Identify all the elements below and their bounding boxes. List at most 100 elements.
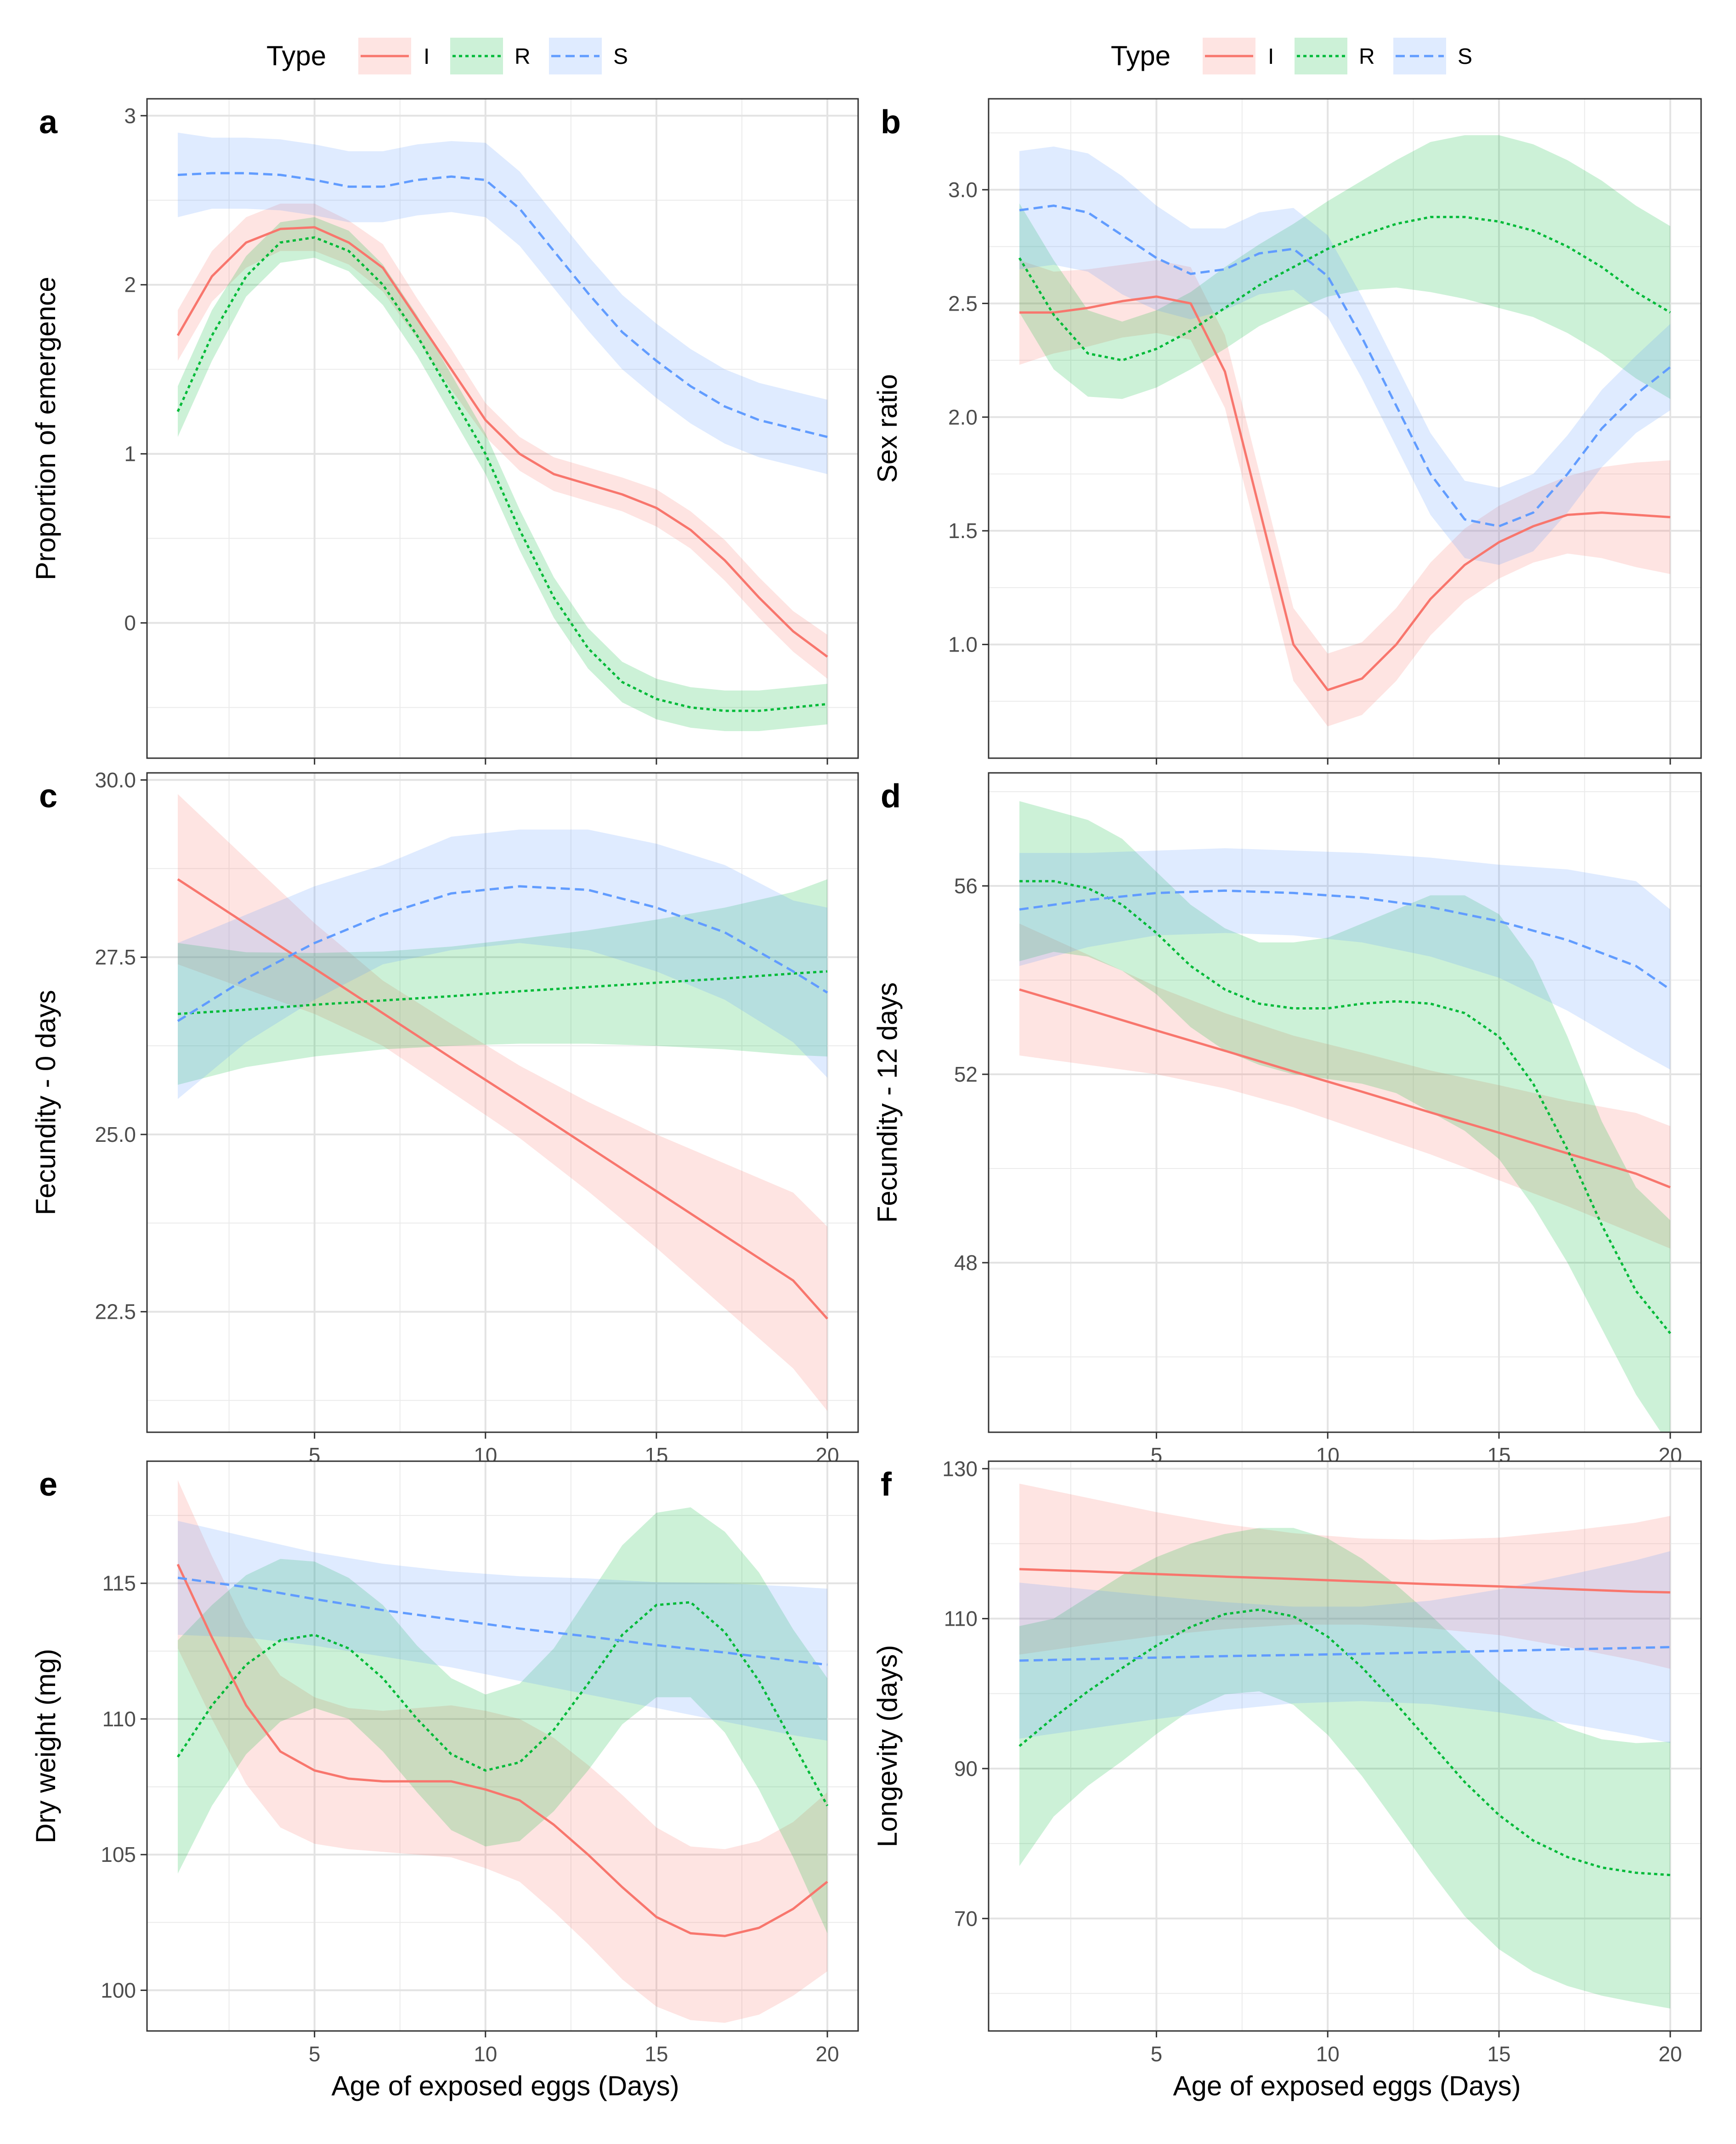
plot-background <box>147 99 858 758</box>
ribbon-r <box>178 217 827 732</box>
plot-border <box>146 772 859 1433</box>
series-line-i <box>1019 988 1671 1189</box>
ribbon-s <box>1019 146 1670 565</box>
series-line-i <box>176 1564 828 1937</box>
plot-border <box>146 1460 859 2032</box>
series-line-s <box>1019 889 1671 991</box>
series-line-r <box>1018 216 1671 362</box>
series-line-r <box>177 970 828 1015</box>
x-tick-label: 15 <box>645 2042 668 2066</box>
panel-f: 70 90 110 130 5 10 15 20 Longevity (days) f <box>872 1457 1702 2066</box>
series-layer <box>177 794 828 1411</box>
legend-entry-s: S <box>549 38 628 74</box>
y-axis-title: Fecundity - 12 days <box>872 982 903 1223</box>
y-axis-title: Dry weight (mg) <box>30 1649 61 1843</box>
legend-label-i: I <box>1268 45 1274 69</box>
y-tick-label: 130 <box>942 1457 978 1480</box>
y-tick-label: 110 <box>944 1607 978 1631</box>
series-layer <box>1018 1483 1671 2009</box>
y-tick-label: 52 <box>954 1062 978 1086</box>
legend-label-i: I <box>424 45 430 69</box>
legend-label-r: R <box>515 45 531 69</box>
ribbon-s <box>178 1520 827 1741</box>
series-line-r <box>1018 1608 1671 1877</box>
legend-entry-i: I <box>358 38 430 74</box>
x-axis-title-right: Age of exposed eggs (Days) <box>1173 2070 1521 2101</box>
legend-entry-i: I <box>1203 38 1274 74</box>
x-tick-label: 10 <box>474 2042 497 2066</box>
y-axis-title: Sex ratio <box>872 374 903 483</box>
y-tick-label: 30.0 <box>95 768 136 792</box>
ribbon-s <box>178 829 827 1099</box>
plot-border <box>988 1460 1702 2032</box>
plot-border <box>146 98 859 759</box>
y-tick-label: 27.5 <box>95 945 136 969</box>
y-tick-label: 90 <box>954 1757 978 1781</box>
panel-e: 100 105 110 115 5 10 15 20 Dry weight (mg) e <box>30 1460 859 2066</box>
y-tick-label: 100 <box>101 1978 136 2002</box>
legend-entry-r: R <box>450 38 531 74</box>
y-axis-title: Proportion of emergence <box>30 277 61 580</box>
series-line-i <box>176 226 828 658</box>
series-line-s <box>177 885 828 1022</box>
legend-entry-s: S <box>1393 38 1472 74</box>
y-tick-label: 3 <box>124 104 136 128</box>
legend-right: Type I R S <box>1111 38 1472 74</box>
ribbon-i <box>178 204 827 679</box>
series-line-s <box>1019 1646 1670 1662</box>
y-axis-title: Fecundity - 0 days <box>30 990 61 1215</box>
ribbon-r <box>178 879 827 1085</box>
ribbon-i <box>1019 260 1670 726</box>
plot-border <box>988 98 1702 759</box>
ribbon-i <box>178 1480 827 2023</box>
ribbon-s <box>1019 1551 1670 1743</box>
legend-key-r <box>1295 38 1347 74</box>
series-line-s <box>177 1577 828 1666</box>
panel-letter: e <box>39 1466 57 1503</box>
legend-key-r <box>450 38 503 74</box>
x-tick-label: 5 <box>309 2042 321 2066</box>
y-tick-label: 70 <box>954 1906 978 1930</box>
series-layer <box>1019 801 1671 1432</box>
y-tick-label: 25.0 <box>95 1123 136 1146</box>
x-tick-label: 10 <box>1316 2042 1340 2066</box>
y-tick-label: 110 <box>102 1707 136 1731</box>
y-tick-label: 56 <box>954 874 978 898</box>
ribbon-i <box>1019 1483 1670 1669</box>
y-tick-label: 2.5 <box>948 291 978 315</box>
series-line-s <box>177 172 828 438</box>
panel-letter: f <box>881 1466 892 1503</box>
series-line-s <box>1019 204 1671 527</box>
ribbon-s <box>178 132 827 474</box>
plot-background <box>147 1461 858 2031</box>
legend-label-r: R <box>1359 45 1375 69</box>
legend-title: Type <box>1111 40 1171 71</box>
panel-letter: c <box>39 778 57 815</box>
panel-letter: a <box>39 104 58 141</box>
x-axis-title-left: Age of exposed eggs (Days) <box>331 2070 679 2101</box>
y-tick-label: 1 <box>124 442 136 466</box>
legend-entry-r: R <box>1295 38 1375 74</box>
ribbon-i <box>178 794 827 1411</box>
ribbon-r <box>1019 1528 1670 2009</box>
series-layer <box>1018 135 1671 726</box>
series-layer <box>176 132 828 732</box>
y-tick-label: 1.5 <box>948 519 978 543</box>
legend-title: Type <box>266 40 326 71</box>
x-tick-label: 20 <box>815 2042 839 2066</box>
y-tick-label: 3.0 <box>948 178 978 202</box>
y-tick-label: 1.0 <box>948 633 978 657</box>
series-layer <box>176 1480 829 2023</box>
plot-background <box>147 773 858 1432</box>
legend-label-s: S <box>613 45 628 69</box>
y-tick-label: 2 <box>124 273 136 297</box>
plot-background <box>989 99 1701 758</box>
plot-background <box>989 773 1701 1432</box>
series-line-i <box>1019 295 1671 692</box>
ribbon-s <box>1019 848 1670 1070</box>
legend-label-s: S <box>1458 45 1472 69</box>
